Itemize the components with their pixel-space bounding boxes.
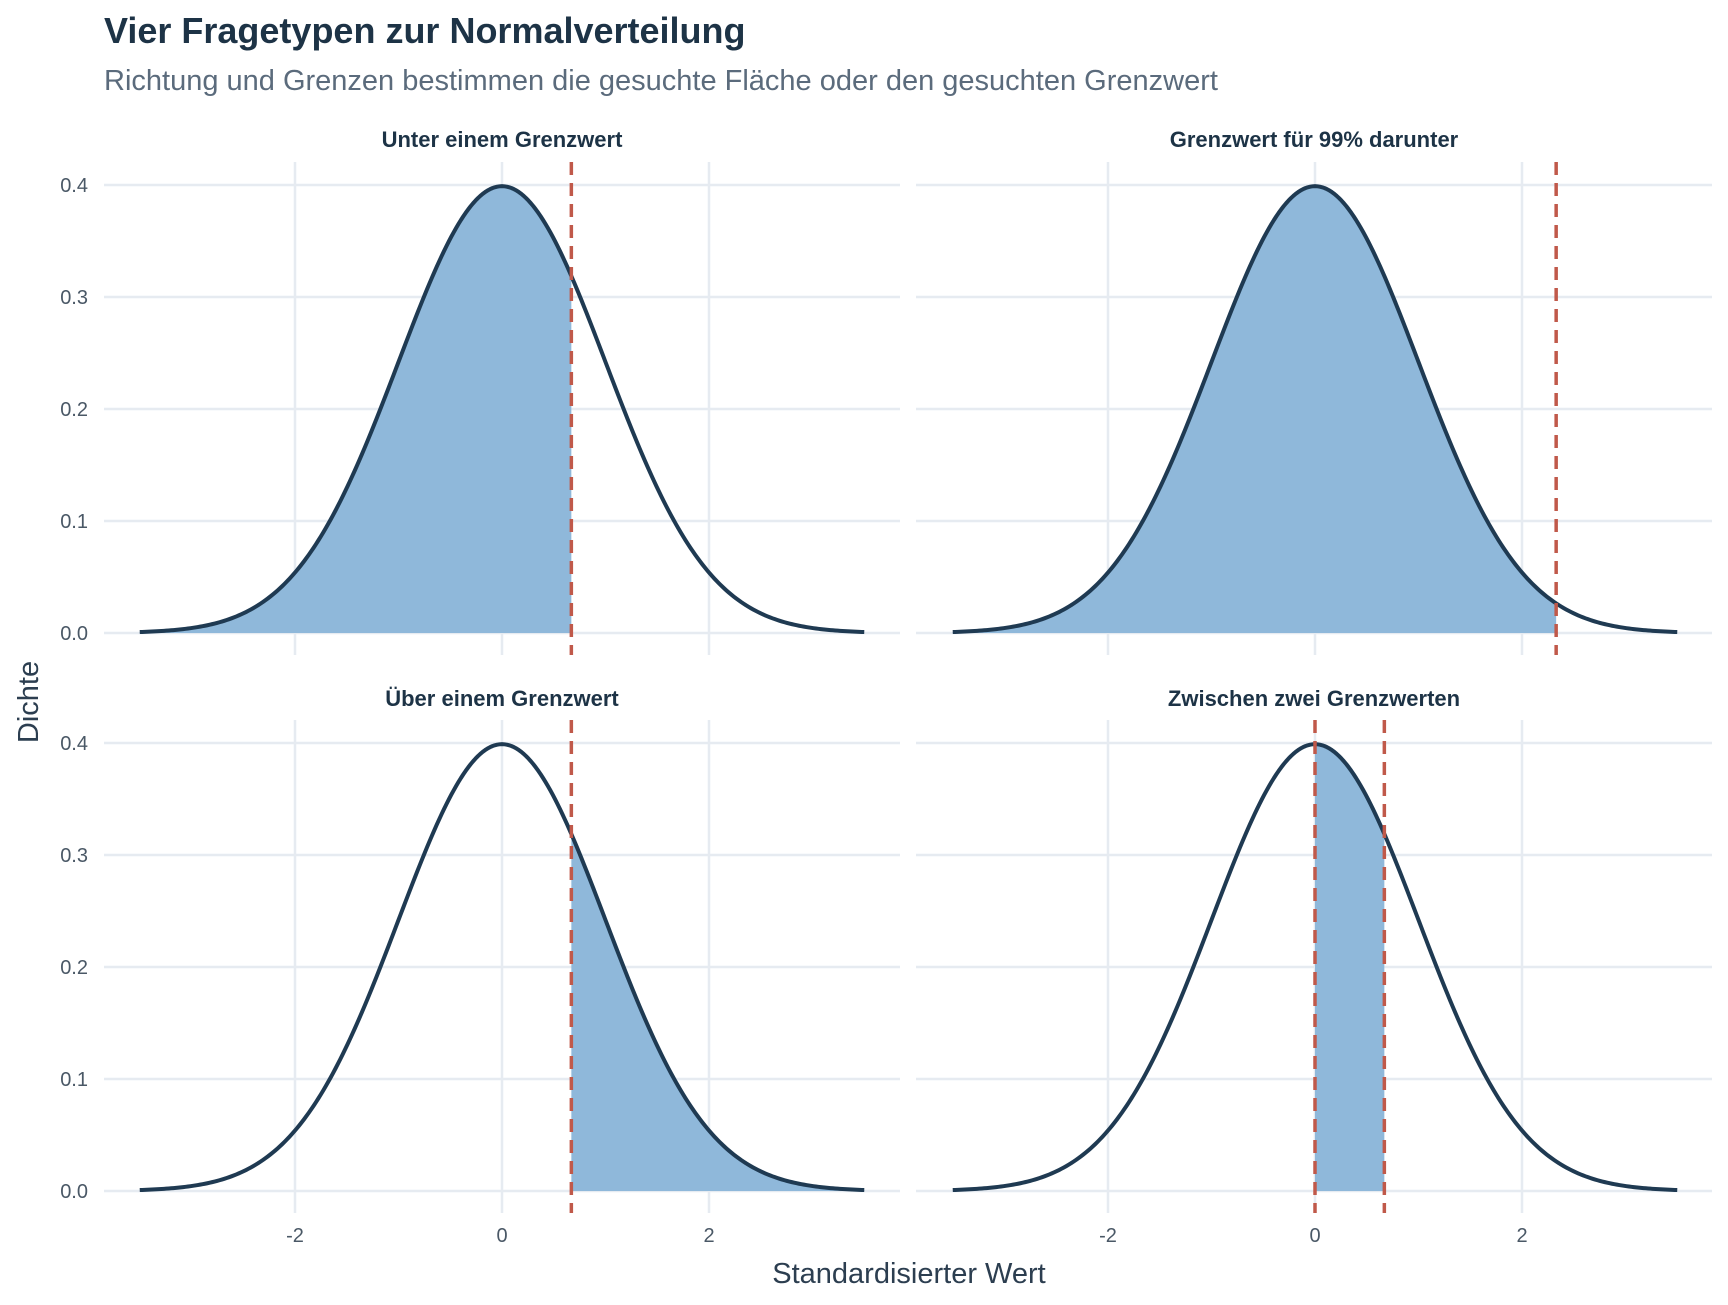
density-curve	[139, 742, 865, 1193]
panel-title: Über einem Grenzwert	[385, 686, 619, 711]
x-tick-label: 0	[1309, 1225, 1320, 1247]
x-tick-label: -2	[286, 1225, 304, 1247]
y-tick-label: 0.1	[60, 511, 88, 533]
panel-title: Zwischen zwei Grenzwerten	[1168, 686, 1460, 711]
y-tick-label: 0.2	[60, 957, 88, 979]
shaded-area	[139, 186, 572, 633]
panel-3: Über einem Grenzwert 0.0 0.1 0.2 0.3 0.4 -2 0 2	[60, 686, 900, 1247]
x-tick-label: 2	[703, 1225, 714, 1247]
panel-4: Zwischen zwei Grenzwerten -2 0 2	[916, 686, 1712, 1247]
density-curve	[139, 184, 865, 635]
shaded-area	[952, 186, 1557, 633]
shaded-area	[1315, 744, 1385, 1191]
facet-panels: Unter einem Grenzwert 0.0 0.1 0.2 0.3 0.4 Gren…	[60, 127, 1712, 1247]
y-tick-label: 0.3	[60, 845, 88, 867]
y-tick-label: 0.2	[60, 399, 88, 421]
x-axis-title: Standardisierter Wert	[772, 1258, 1045, 1290]
shaded-area	[571, 834, 865, 1191]
y-tick-label: 0.4	[60, 733, 88, 755]
panel-title: Unter einem Grenzwert	[382, 127, 624, 152]
y-tick-label: 0.0	[60, 1181, 88, 1203]
y-tick-label: 0.4	[60, 175, 88, 197]
y-tick-label: 0.3	[60, 287, 88, 309]
panel-1: Unter einem Grenzwert 0.0 0.1 0.2 0.3 0.4	[60, 127, 900, 655]
y-axis-title: Dichte	[13, 661, 45, 743]
x-tick-label: -2	[1099, 1225, 1117, 1247]
panel-title: Grenzwert für 99% darunter	[1170, 127, 1459, 152]
y-tick-label: 0.0	[60, 623, 88, 645]
y-tick-label: 0.1	[60, 1069, 88, 1091]
panel-2: Grenzwert für 99% darunter	[916, 127, 1712, 655]
chart-title: Vier Fragetypen zur Normalverteilung	[104, 10, 746, 51]
x-tick-label: 2	[1516, 1225, 1527, 1247]
chart-subtitle: Richtung und Grenzen bestimmen die gesuc…	[104, 65, 1218, 97]
x-tick-label: 0	[496, 1225, 507, 1247]
